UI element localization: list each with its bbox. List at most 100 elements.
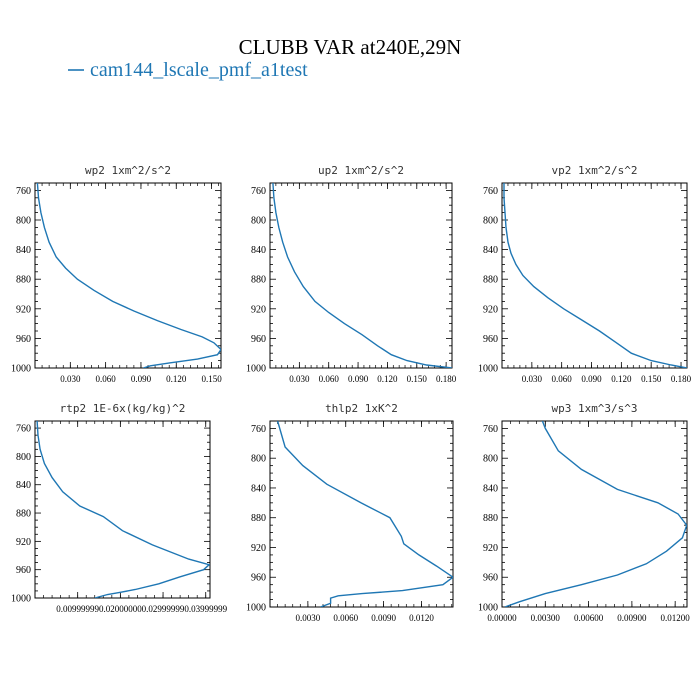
y-tick-label: 1000 (246, 364, 266, 375)
x-tick-label: 0.00000 (487, 613, 517, 623)
panel-6: wp3 1xm^3/s^3 760 800 840 880 920 960 10000.000… (478, 402, 690, 623)
y-tick-label: 840 (16, 245, 31, 256)
y-tick-label: 840 (251, 483, 266, 494)
panel-5: thlp2 1xK^2 760 800 840 880 920 960 1000 0.0030 0… (246, 402, 454, 623)
panel-2: up2 1xm^2/s^2 760 800 840 880 920 960 1000 0.030… (246, 164, 457, 384)
y-tick-label: 920 (16, 537, 31, 548)
y-tick-label: 1000 (11, 364, 31, 375)
y-tick-label: 840 (251, 245, 266, 256)
y-tick-label: 800 (251, 454, 266, 465)
y-tick-label: 920 (16, 304, 31, 315)
y-tick-label: 800 (483, 454, 498, 465)
x-tick-label: 0.060 (96, 374, 117, 384)
y-tick-label: 840 (483, 245, 498, 256)
figure-title: CLUBB VAR at240E,29N (239, 35, 462, 59)
legend-label: cam144_lscale_pmf_a1test (90, 59, 308, 81)
panel-4: rtp2 1E-6x(kg/kg)^2 760 800 840 880 920 960 100… (11, 402, 228, 614)
panel-title: rtp2 1E-6x(kg/kg)^2 (60, 402, 186, 415)
y-tick-label: 1000 (478, 603, 498, 614)
panels: wp2 1xm^2/s^2 760 800 840 880 920 960 1000 0.030… (11, 164, 692, 623)
series-line (504, 421, 687, 607)
panel-1: wp2 1xm^2/s^2 760 800 840 880 920 960 1000 0.030… (11, 164, 222, 384)
y-tick-label: 920 (483, 304, 498, 315)
y-tick-label: 760 (251, 424, 266, 435)
x-tick-label: 0.120 (611, 374, 632, 384)
plot-frame (34, 182, 222, 369)
plot-frame (501, 420, 688, 608)
panel-title: thlp2 1xK^2 (325, 402, 398, 415)
x-tick-label: 0.060 (319, 374, 340, 384)
y-tick-label: 920 (251, 543, 266, 554)
y-tick-label: 960 (16, 334, 31, 345)
x-tick-label: 0.180 (671, 374, 692, 384)
panel-title: wp3 1xm^3/s^3 (551, 402, 637, 415)
x-tick-label: 0.030 (289, 374, 310, 384)
x-tick-label: 0.120 (166, 374, 187, 384)
legend: cam144_lscale_pmf_a1test (68, 59, 308, 81)
y-tick-label: 800 (483, 216, 498, 227)
x-tick-label: 0.030 (522, 374, 543, 384)
y-tick-label: 760 (483, 186, 498, 197)
y-tick-label: 1000 (246, 603, 266, 614)
series-line (276, 421, 453, 607)
plot-frame (501, 182, 688, 369)
y-tick-label: 880 (16, 509, 31, 520)
plot-frame (34, 420, 211, 599)
panel-title: up2 1xm^2/s^2 (318, 164, 404, 177)
panel-title: wp2 1xm^2/s^2 (85, 164, 171, 177)
y-tick-label: 960 (483, 573, 498, 584)
x-tick-label: 0.02999999 (142, 604, 185, 614)
plot-frame (269, 420, 454, 608)
y-tick-label: 840 (483, 483, 498, 494)
y-tick-label: 800 (16, 216, 31, 227)
x-tick-label: 0.03999999 (184, 604, 227, 614)
x-tick-label: 0.150 (641, 374, 662, 384)
plot-frame (269, 182, 453, 369)
y-tick-label: 760 (16, 424, 31, 435)
y-tick-label: 760 (483, 424, 498, 435)
x-tick-label: 0.090 (131, 374, 152, 384)
y-tick-label: 960 (251, 573, 266, 584)
y-tick-label: 960 (16, 565, 31, 576)
x-tick-label: 0.02000000 (99, 604, 142, 614)
series-line (36, 183, 221, 368)
y-tick-label: 800 (16, 452, 31, 463)
x-tick-label: 0.120 (377, 374, 398, 384)
x-tick-label: 0.150 (201, 374, 222, 384)
y-tick-label: 880 (251, 513, 266, 524)
x-tick-label: 0.00300 (531, 613, 561, 623)
series-line (503, 183, 687, 368)
x-tick-label: 0.030 (60, 374, 81, 384)
x-tick-label: 0.00900 (617, 613, 647, 623)
y-tick-label: 880 (483, 513, 498, 524)
y-tick-label: 840 (16, 480, 31, 491)
y-tick-label: 1000 (478, 364, 498, 375)
x-tick-label: 0.090 (348, 374, 369, 384)
panel-title: vp2 1xm^2/s^2 (551, 164, 637, 177)
panel-3: vp2 1xm^2/s^2 760 800 840 880 920 960 1000 0.030… (478, 164, 692, 384)
y-tick-label: 800 (251, 216, 266, 227)
x-tick-label: 0.060 (552, 374, 573, 384)
x-tick-label: 0.090 (581, 374, 602, 384)
x-tick-label: 0.00600 (574, 613, 604, 623)
y-tick-label: 960 (483, 334, 498, 345)
x-tick-label: 0.0030 (295, 613, 320, 623)
x-tick-label: 0.150 (407, 374, 428, 384)
x-tick-label: 0.01200 (661, 613, 691, 623)
series-line (272, 183, 452, 368)
y-tick-label: 760 (16, 186, 31, 197)
y-tick-label: 920 (483, 543, 498, 554)
series-line (36, 421, 210, 598)
x-tick-label: 0.0120 (409, 613, 434, 623)
y-tick-label: 1000 (11, 594, 31, 605)
y-tick-label: 920 (251, 304, 266, 315)
x-tick-label: 0.0060 (333, 613, 358, 623)
x-tick-label: 0.180 (436, 374, 457, 384)
y-tick-label: 880 (16, 275, 31, 286)
y-tick-label: 880 (483, 275, 498, 286)
y-tick-label: 880 (251, 275, 266, 286)
x-tick-label: 0.0090 (371, 613, 396, 623)
y-tick-label: 960 (251, 334, 266, 345)
y-tick-label: 760 (251, 186, 266, 197)
